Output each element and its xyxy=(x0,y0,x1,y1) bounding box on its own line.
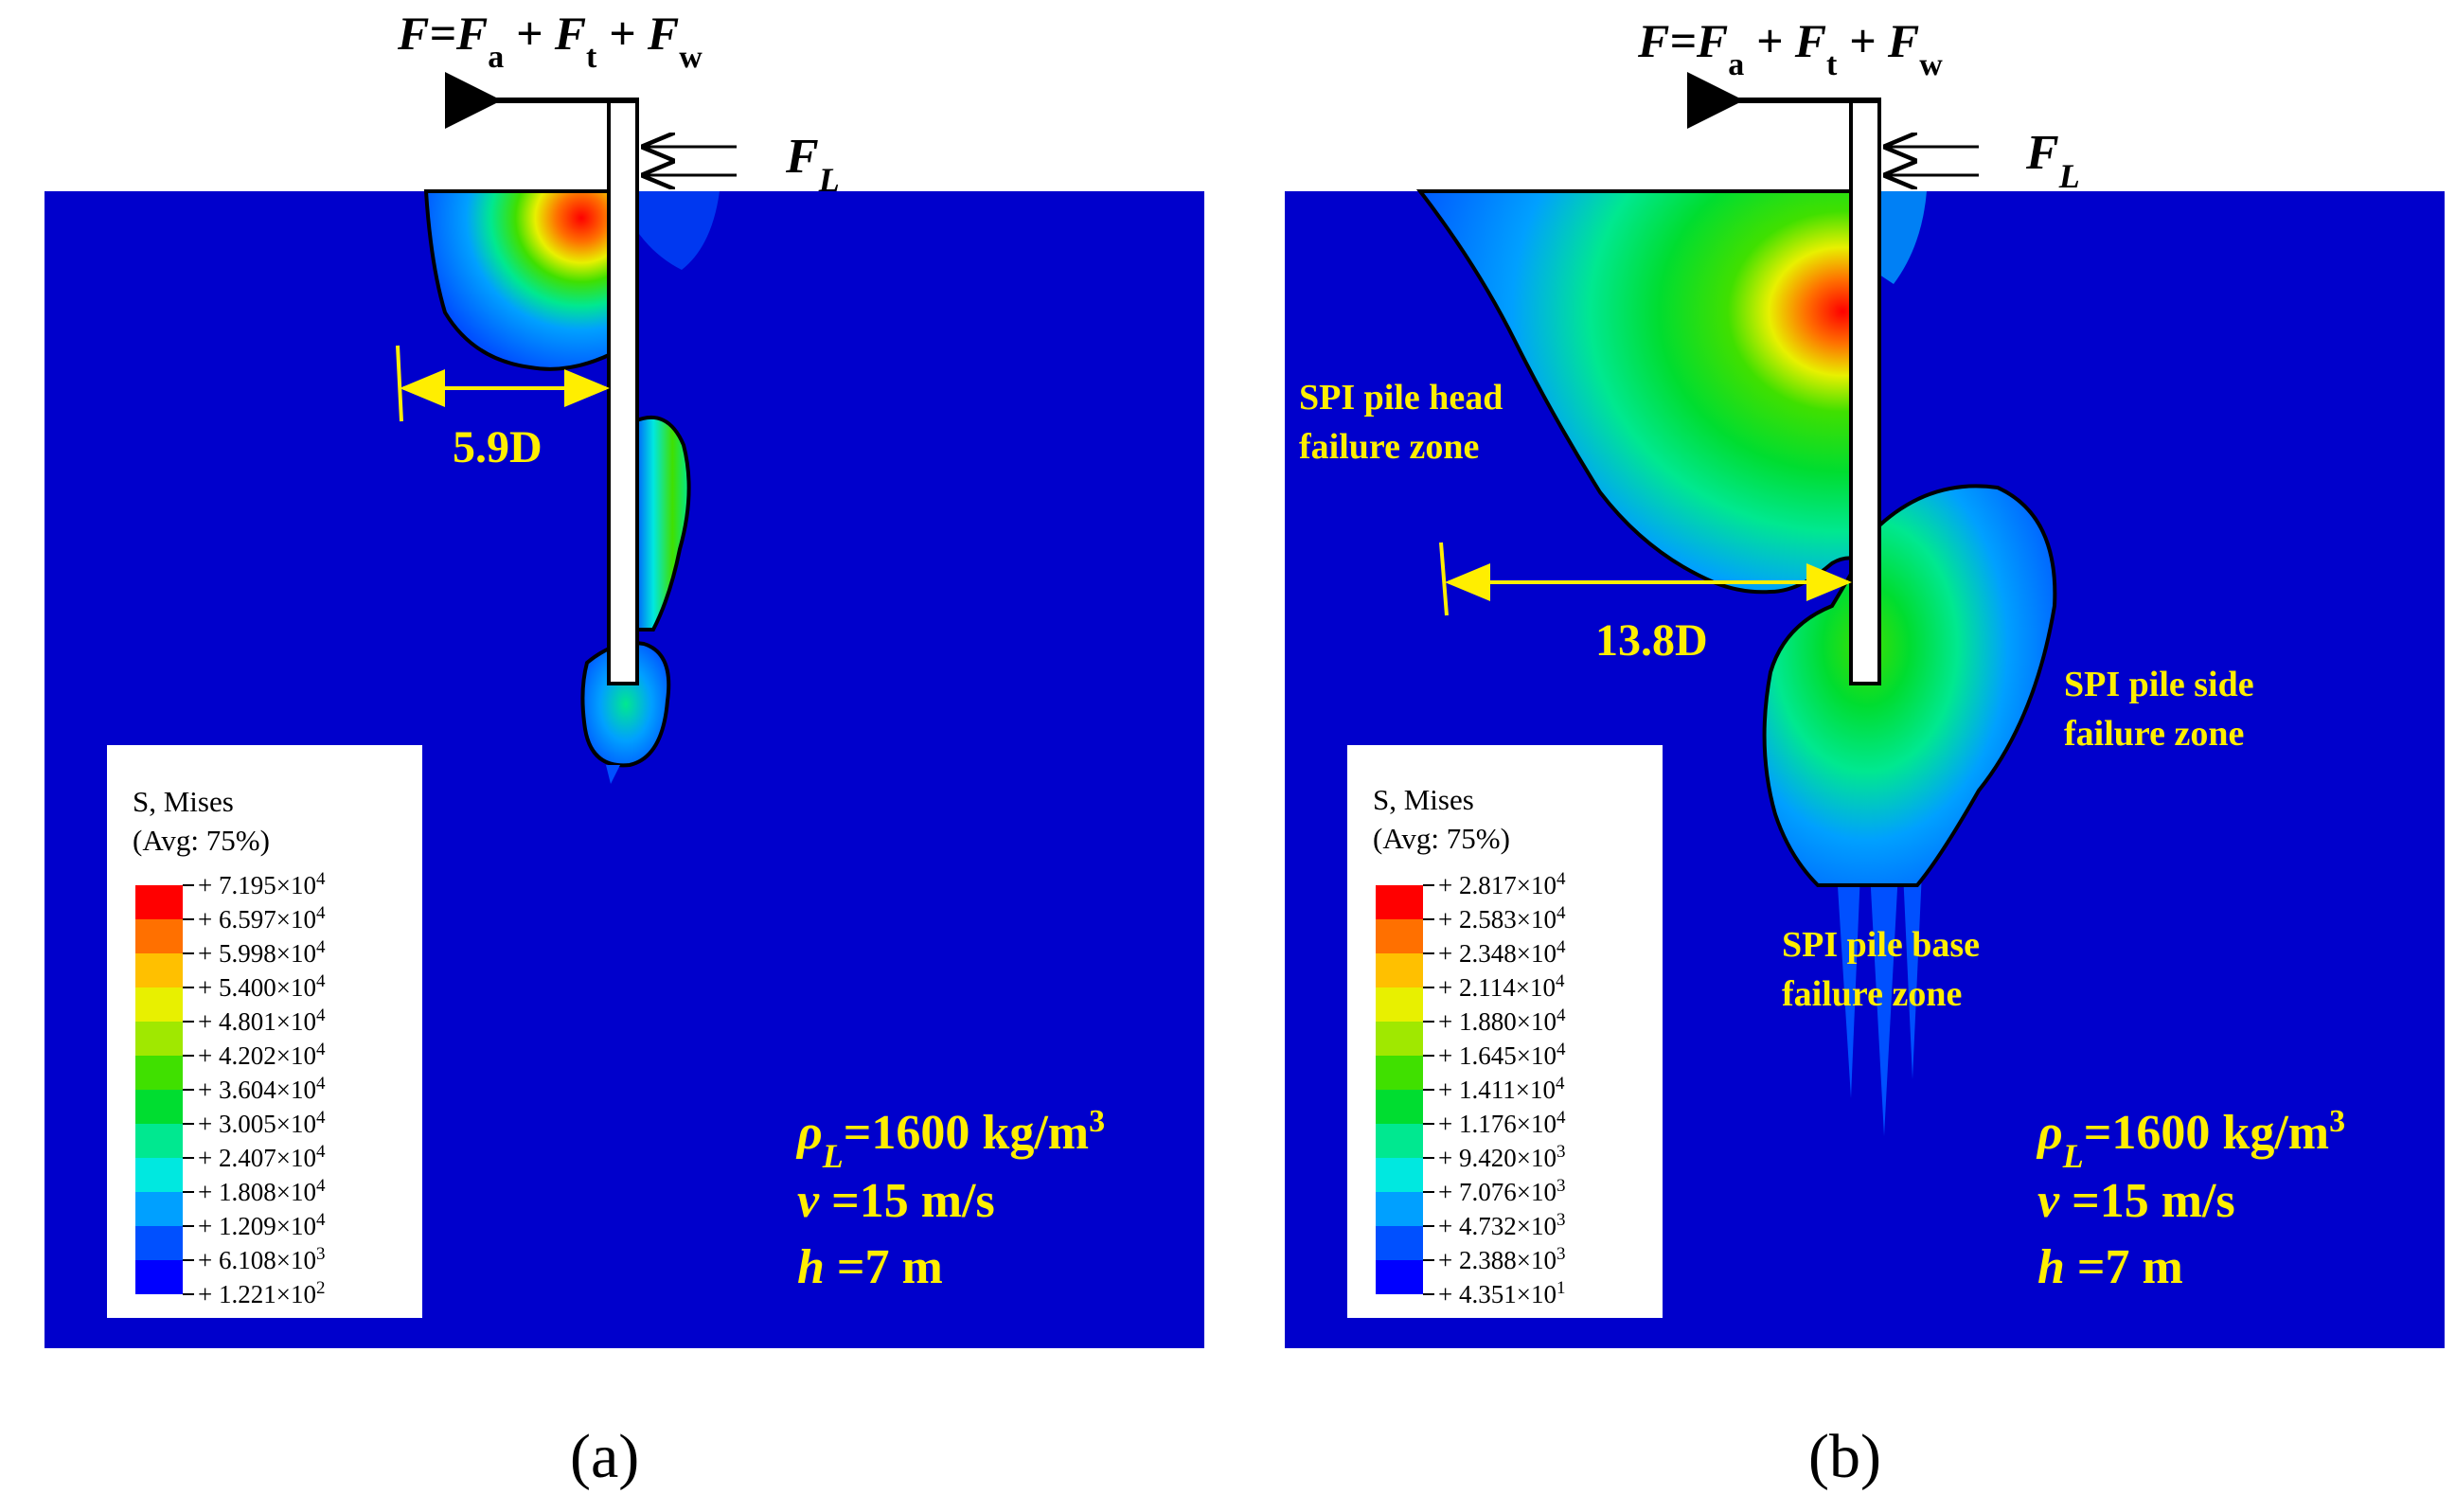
upper-faint-zone-b xyxy=(1879,191,1927,284)
legend-b: S, Mises (Avg: 75%) + 2.817×104+ 2.583×1… xyxy=(1347,745,1663,1318)
legend-ticks-b: + 2.817×104+ 2.583×104+ 2.348×104+ 2.114… xyxy=(1423,869,1566,1309)
legend-tick-label: + 4.732×103 xyxy=(1438,1210,1565,1241)
legend-tick-label: + 1.221×102 xyxy=(198,1278,325,1309)
pile-a xyxy=(607,98,639,685)
dim-label-b: 13.8D xyxy=(1595,615,1708,666)
legend-tick-label: + 7.076×103 xyxy=(1438,1176,1565,1207)
zone-label-base-b: SPI pile base failure zone xyxy=(1782,925,1989,1014)
legend-band xyxy=(1376,1158,1423,1192)
param-velocity-b: v =15 m/s xyxy=(2037,1174,2235,1228)
force-formula-b: F=Fa + Ft + Fw xyxy=(1637,14,1943,82)
legend-tick-label: + 2.348×104 xyxy=(1438,937,1566,969)
legend-tick-label: + 2.817×104 xyxy=(1438,869,1566,900)
legend-band xyxy=(135,987,183,1022)
legend-band xyxy=(135,1022,183,1056)
legend-band xyxy=(135,1158,183,1192)
legend-tick-label: + 6.597×104 xyxy=(198,903,326,934)
legend-band xyxy=(1376,1260,1423,1294)
legend-band xyxy=(1376,1056,1423,1090)
legend-tick-label: + 2.407×104 xyxy=(198,1142,326,1173)
params-a: ρL=1600 kg/m3 v =15 m/s h =7 m xyxy=(795,1104,1105,1295)
legend-band xyxy=(135,1124,183,1158)
legend-tick-label: + 2.583×104 xyxy=(1438,903,1566,934)
legend-tick-label: + 1.411×104 xyxy=(1438,1074,1565,1105)
legend-band xyxy=(1376,953,1423,987)
zone-label-side-b: SPI pile side failure zone xyxy=(2064,665,2263,754)
legend-tick-label: + 6.108×103 xyxy=(198,1244,325,1275)
lateral-force-label-a: FL xyxy=(785,130,840,199)
base-streak-a xyxy=(606,765,620,784)
legend-band xyxy=(1376,885,1423,919)
legend-tick-label: + 2.114×104 xyxy=(1438,971,1565,1003)
legend-title-b: S, Mises xyxy=(1373,783,1474,816)
legend-band xyxy=(1376,1124,1423,1158)
base-failure-zone-a xyxy=(580,641,671,768)
legend-tick-label: + 1.176×104 xyxy=(1438,1108,1566,1139)
legend-a: S, Mises (Avg: 75%) + 7.195×104+ 6.597×1… xyxy=(107,745,422,1318)
upper-faint-zone-a xyxy=(634,191,720,270)
caption-b: (b) xyxy=(1808,1422,1881,1491)
params-b: ρL=1600 kg/m3 v =15 m/s h =7 m xyxy=(2036,1104,2345,1295)
lateral-force-label-b: FL xyxy=(2025,126,2080,195)
zone-label-head-b: SPI pile head failure zone xyxy=(1299,378,1512,467)
legend-band xyxy=(1376,1192,1423,1226)
legend-band xyxy=(1376,987,1423,1022)
legend-tick-label: + 2.388×103 xyxy=(1438,1244,1565,1275)
param-density-b: ρL=1600 kg/m3 xyxy=(2036,1104,2345,1176)
param-density-a: ρL=1600 kg/m3 xyxy=(795,1104,1105,1176)
legend-subtitle-b: (Avg: 75%) xyxy=(1373,822,1510,855)
legend-tick-label: + 4.801×104 xyxy=(198,1005,326,1037)
head-failure-zone-a xyxy=(423,189,611,371)
legend-band xyxy=(1376,1090,1423,1124)
legend-colorbar-b xyxy=(1376,885,1423,1294)
legend-tick-label: + 1.808×104 xyxy=(198,1176,326,1207)
legend-tick-label: + 4.351×101 xyxy=(1438,1278,1565,1309)
legend-tick-label: + 3.005×104 xyxy=(198,1108,326,1139)
legend-tick-label: + 5.998×104 xyxy=(198,937,326,969)
legend-tick-label: + 1.880×104 xyxy=(1438,1005,1566,1037)
legend-band xyxy=(1376,1022,1423,1056)
side-failure-zone-b xyxy=(1762,484,2057,887)
legend-tick-label: + 9.420×103 xyxy=(1438,1142,1565,1173)
legend-band xyxy=(135,1226,183,1260)
legend-band xyxy=(135,919,183,953)
legend-tick-label: + 1.645×104 xyxy=(1438,1040,1566,1071)
legend-band xyxy=(135,885,183,919)
legend-band xyxy=(135,1260,183,1294)
legend-band xyxy=(135,1192,183,1226)
panel-a: F=Fa + Ft + Fw FL 5.9D S, Mises (Avg: 75… xyxy=(44,7,1204,1491)
legend-band xyxy=(135,1090,183,1124)
legend-band xyxy=(1376,1226,1423,1260)
legend-tick-label: + 5.400×104 xyxy=(198,971,326,1003)
legend-ticks-a: + 7.195×104+ 6.597×104+ 5.998×104+ 5.400… xyxy=(183,869,326,1309)
legend-subtitle-a: (Avg: 75%) xyxy=(133,824,270,857)
param-height-b: h =7 m xyxy=(2037,1240,2183,1294)
dim-tick-b xyxy=(1439,542,1449,616)
caption-a: (a) xyxy=(570,1422,639,1491)
legend-tick-label: + 4.202×104 xyxy=(198,1040,326,1071)
side-failure-zone-a xyxy=(632,416,691,631)
legend-band xyxy=(135,1056,183,1090)
dim-label-a: 5.9D xyxy=(453,422,543,472)
force-formula-a: F=Fa + Ft + Fw xyxy=(397,7,703,75)
param-velocity-a: v =15 m/s xyxy=(797,1174,995,1228)
base-streaks-b xyxy=(1837,871,1922,1136)
param-height-a: h =7 m xyxy=(797,1240,943,1294)
legend-band xyxy=(135,953,183,987)
legend-colorbar-a xyxy=(135,885,183,1294)
legend-title-a: S, Mises xyxy=(133,785,234,818)
pile-b xyxy=(1849,98,1881,685)
panel-b: F=Fa + Ft + Fw FL 13.8D SPI pile head fa… xyxy=(1285,14,2445,1491)
legend-band xyxy=(1376,919,1423,953)
legend-tick-label: + 3.604×104 xyxy=(198,1074,326,1105)
legend-tick-label: + 1.209×104 xyxy=(198,1210,326,1241)
legend-tick-label: + 7.195×104 xyxy=(198,869,326,900)
